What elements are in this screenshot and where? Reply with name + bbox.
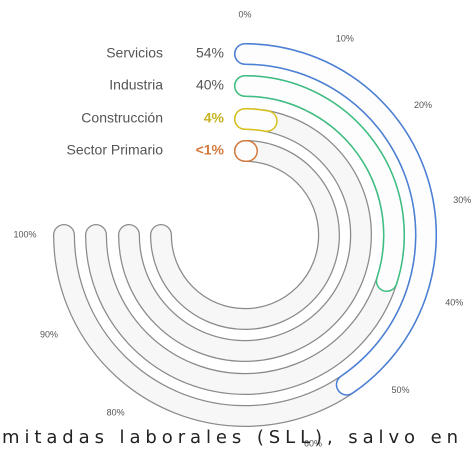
tick-label: 10% — [336, 33, 354, 43]
value-label: 54% — [196, 45, 224, 61]
bar — [235, 44, 436, 395]
tick-label: 20% — [414, 100, 432, 110]
tick-label: 90% — [40, 329, 58, 339]
tick-label: 40% — [445, 297, 463, 307]
tick-label: 50% — [392, 385, 410, 395]
value-label: <1% — [196, 142, 225, 158]
tick-label: 60% — [304, 439, 322, 449]
value-label: 4% — [204, 110, 225, 126]
track — [119, 109, 371, 361]
legend-label: Sector Primario — [67, 142, 164, 158]
bar — [235, 76, 404, 291]
legend-label: Industria — [109, 77, 163, 93]
tick-label: 0% — [238, 9, 251, 19]
tick-label: 100% — [13, 229, 36, 239]
bar — [235, 109, 277, 131]
footer-text: mitadas laborales (SLL), salvo en — [2, 427, 458, 448]
track — [151, 141, 339, 329]
legend-label: Construcción — [81, 110, 163, 126]
tick-label: 80% — [107, 407, 125, 417]
value-label: 40% — [196, 77, 224, 93]
legend-label: Servicios — [106, 45, 163, 61]
tick-label: 30% — [453, 195, 471, 205]
